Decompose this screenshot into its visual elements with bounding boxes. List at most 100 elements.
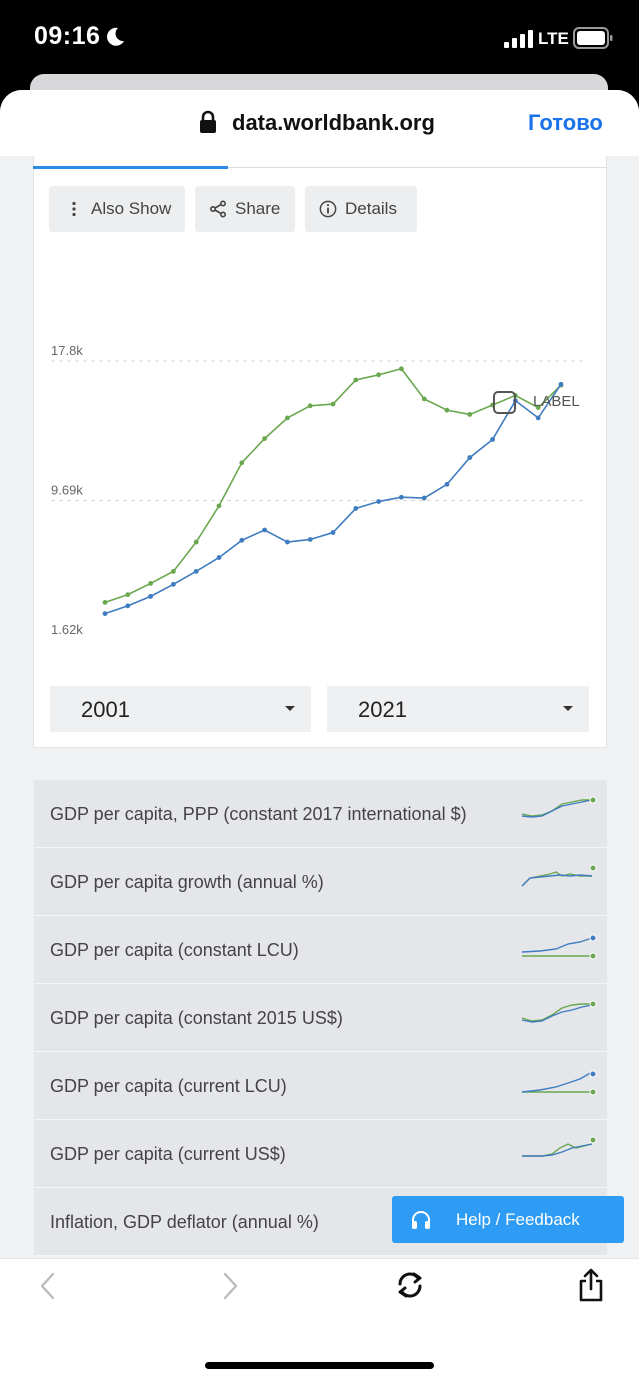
indicator-label: GDP per capita (current LCU) [50, 1076, 287, 1096]
help-feedback-button[interactable]: Help / Feedback [392, 1196, 624, 1243]
end-year-value: 2021 [358, 697, 407, 722]
end-year-select[interactable]: 2021 [327, 686, 589, 732]
signal-icon [504, 30, 533, 48]
sparkline-icon [522, 1136, 597, 1157]
data-point[interactable] [353, 377, 359, 383]
data-point[interactable] [102, 600, 108, 605]
data-point[interactable] [535, 415, 541, 421]
indicator-list: GDP per capita, PPP (constant 2017 inter… [34, 780, 607, 1256]
data-point[interactable] [376, 372, 381, 378]
data-point[interactable] [125, 592, 131, 598]
details-label: Details [345, 199, 397, 218]
indicator-label: GDP per capita (constant 2015 US$) [50, 1008, 343, 1028]
line-chart: 17.8k 9.69k 1.62k LABEL [33, 276, 607, 636]
moon-icon [107, 27, 124, 46]
also-show-label: Also Show [91, 199, 172, 218]
data-point[interactable] [444, 407, 450, 413]
data-point[interactable] [239, 537, 245, 543]
sparkline-icon [521, 934, 597, 960]
data-point[interactable] [307, 537, 313, 542]
url-text[interactable]: data.worldbank.org [232, 110, 435, 135]
data-point[interactable] [467, 455, 473, 460]
data-point[interactable] [376, 499, 381, 504]
data-point[interactable] [262, 527, 267, 533]
battery-icon [573, 27, 613, 49]
data-point[interactable] [171, 568, 176, 574]
data-point[interactable] [421, 396, 427, 402]
indicator-label: Inflation, GDP deflator (annual %) [50, 1212, 319, 1232]
data-point[interactable] [239, 460, 245, 466]
sparkline-icon [521, 796, 597, 818]
data-point[interactable] [399, 494, 404, 500]
headset-icon [412, 1211, 430, 1229]
y-tick-label: 17.8k [51, 343, 83, 358]
indicator-label: GDP per capita, PPP (constant 2017 inter… [50, 804, 467, 824]
indicator-label: GDP per capita (constant LCU) [50, 940, 299, 960]
reload-icon[interactable] [394, 1269, 426, 1301]
data-point[interactable] [399, 366, 404, 372]
data-point[interactable] [558, 381, 564, 387]
indicator-row[interactable]: GDP per capita (constant LCU) [34, 916, 607, 984]
chart-card [33, 156, 607, 748]
chevron-down-icon [563, 706, 573, 711]
indicator-label: GDP per capita growth (annual %) [50, 872, 324, 892]
page-content: Also Show Share Details 17.8k 9.69k 1.62k [0, 156, 639, 1258]
data-point[interactable] [490, 437, 495, 442]
share-button[interactable]: Share [195, 186, 295, 232]
details-button[interactable]: Details [305, 186, 417, 232]
data-point[interactable] [307, 403, 313, 409]
status-bar: 09:16 LTE [0, 0, 639, 80]
data-point[interactable] [125, 603, 131, 609]
data-point[interactable] [421, 495, 427, 501]
share-label: Share [235, 199, 281, 218]
data-point[interactable] [148, 593, 153, 599]
data-point[interactable] [467, 412, 473, 417]
data-point[interactable] [285, 415, 290, 421]
start-year-value: 2001 [81, 697, 130, 722]
data-point[interactable] [330, 401, 336, 407]
url-bar[interactable]: data.worldbank.org Готово [0, 90, 639, 156]
lock-icon [200, 110, 216, 133]
chart-svg: 17.8k 9.69k 1.62k LABEL [51, 343, 585, 636]
start-year-select[interactable]: 2001 [50, 686, 311, 732]
data-point[interactable] [171, 581, 176, 587]
data-point[interactable] [193, 539, 199, 545]
data-point[interactable] [262, 436, 267, 441]
label-checkbox-text: LABEL [533, 393, 580, 410]
chevron-down-icon [285, 706, 295, 711]
indicator-row[interactable]: GDP per capita growth (annual %) [34, 848, 607, 916]
data-point[interactable] [535, 405, 541, 410]
indicator-row[interactable]: GDP per capita, PPP (constant 2017 inter… [34, 780, 607, 848]
data-point[interactable] [102, 611, 108, 617]
share-icon[interactable] [577, 1267, 605, 1303]
data-point[interactable] [216, 555, 222, 560]
tab-divider [228, 167, 607, 168]
sparkline-icon [521, 1000, 597, 1023]
status-time: 09:16 [34, 22, 101, 50]
browser-sheet: data.worldbank.org Готово Also Show Shar… [0, 90, 639, 1385]
sparkline-icon [521, 864, 597, 887]
forward-arrow-icon[interactable] [222, 1271, 240, 1301]
data-point[interactable] [444, 481, 450, 487]
y-tick-label: 1.62k [51, 622, 83, 636]
also-show-button[interactable]: Also Show [49, 186, 185, 232]
home-indicator [205, 1362, 434, 1369]
share-nodes-icon [209, 200, 227, 218]
indicator-row[interactable]: GDP per capita (current LCU) [34, 1052, 607, 1120]
indicator-row[interactable]: GDP per capita (current US$) [34, 1120, 607, 1188]
y-tick-label: 9.69k [51, 483, 83, 498]
indicator-row[interactable]: GDP per capita (constant 2015 US$) [34, 984, 607, 1052]
data-point[interactable] [193, 568, 199, 574]
data-point[interactable] [148, 581, 153, 586]
data-point[interactable] [353, 506, 359, 511]
data-point[interactable] [285, 539, 290, 545]
back-arrow-icon[interactable] [38, 1271, 56, 1301]
data-point[interactable] [330, 530, 336, 535]
data-point[interactable] [216, 503, 222, 509]
active-tab-indicator [33, 166, 228, 169]
done-button[interactable]: Готово [528, 110, 603, 135]
sparkline-icon [521, 1070, 597, 1096]
help-feedback-label: Help / Feedback [456, 1210, 580, 1229]
label-checkbox[interactable] [493, 391, 516, 414]
more-vertical-icon [72, 201, 76, 217]
